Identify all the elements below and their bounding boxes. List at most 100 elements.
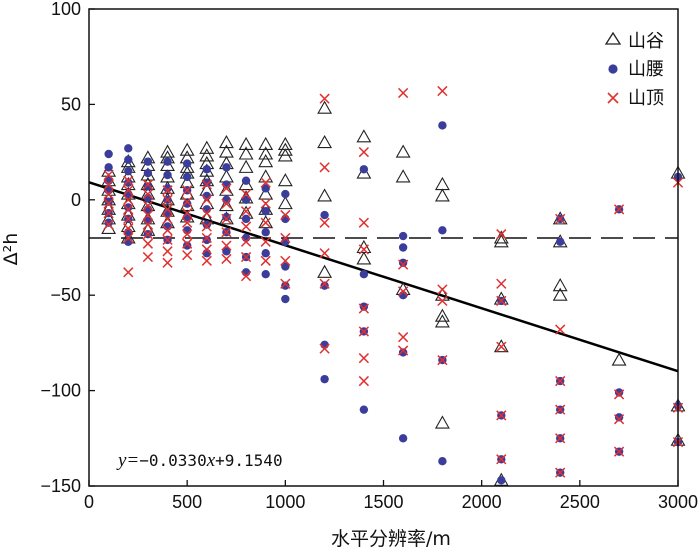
data-point-valley (160, 144, 175, 158)
data-point-peak (103, 188, 114, 200)
x-tick-label: 2000 (462, 492, 502, 512)
data-point-peak (162, 185, 173, 196)
data-point-valley (238, 146, 254, 160)
data-point-peak (555, 404, 566, 415)
x-tick-label: 3000 (658, 492, 698, 512)
data-point-peak (142, 219, 154, 230)
data-point-valley (179, 142, 195, 156)
data-point-peak (103, 208, 114, 219)
data-point-peak (182, 196, 193, 207)
data-point-peak (123, 213, 134, 225)
data-point-peak (162, 246, 173, 257)
data-point-peak (437, 295, 448, 307)
data-point-peak (260, 236, 271, 247)
series-peak (103, 85, 684, 478)
data-point-slope (182, 241, 192, 250)
data-point-slope (143, 182, 153, 191)
data-point-peak (201, 255, 212, 266)
data-point-slope (359, 302, 369, 311)
data-point-slope (182, 199, 192, 208)
data-point-peak (240, 206, 252, 217)
data-point-peak (319, 278, 330, 289)
data-point-valley (258, 169, 274, 183)
data-point-slope (143, 157, 153, 166)
data-point-peak (221, 183, 232, 194)
data-point-peak (437, 284, 448, 295)
legend: 山谷 山腰 山顶 (604, 31, 664, 109)
data-point-slope (182, 159, 192, 168)
series-valley (101, 100, 686, 486)
data-point-peak (182, 185, 193, 196)
equation-tail: +9.1540 (215, 451, 282, 470)
data-point-slope (104, 197, 113, 206)
data-point-slope (438, 456, 447, 466)
legend-entry-valley: 山谷 (604, 31, 664, 52)
data-point-peak (358, 146, 369, 158)
data-point-peak (496, 229, 507, 240)
data-point-peak (240, 236, 252, 247)
y-tick-label: −100 (40, 381, 81, 401)
data-point-peak (123, 232, 134, 244)
data-point-peak (142, 251, 154, 263)
data-point-slope (202, 220, 211, 229)
y-tick-label: 50 (61, 94, 81, 114)
data-point-peak (398, 286, 409, 297)
data-point-slope (359, 165, 369, 174)
data-point-peak (398, 332, 409, 343)
data-point-peak (260, 198, 271, 209)
data-point-slope (398, 348, 408, 357)
data-point-peak (142, 200, 154, 211)
data-point-peak (240, 270, 252, 282)
data-point-peak (123, 194, 134, 205)
data-point-peak (182, 208, 193, 219)
data-point-slope (614, 388, 624, 397)
data-point-peak (437, 85, 448, 97)
data-point-peak (221, 213, 232, 225)
data-point-slope (143, 168, 153, 178)
data-point-peak (240, 251, 252, 263)
data-point-peak (103, 198, 114, 209)
data-point-peak (142, 188, 154, 200)
data-point-slope (124, 203, 133, 212)
x-tick-label: 0 (84, 492, 94, 512)
data-point-peak (103, 219, 114, 230)
data-point-valley (258, 136, 274, 151)
data-point-peak (496, 454, 507, 465)
data-point-slope (398, 243, 408, 252)
legend-entry-peak: 山顶 (607, 88, 664, 109)
data-point-peak (555, 433, 566, 444)
data-point-peak (398, 345, 409, 356)
data-point-peak (182, 217, 193, 228)
data-point-slope (241, 214, 251, 224)
regression-line (88, 181, 679, 373)
x-tick-label: 1500 (363, 492, 403, 512)
data-point-peak (182, 238, 193, 249)
data-point-peak (398, 259, 409, 270)
data-point-peak (240, 221, 252, 232)
data-point-peak (555, 375, 566, 387)
data-point-valley (356, 251, 372, 265)
data-point-valley (317, 100, 333, 114)
data-point-slope (320, 210, 329, 220)
data-point-peak (319, 343, 330, 354)
y-axis-title: Δ²h (0, 233, 22, 266)
data-point-peak (123, 175, 134, 186)
data-point-slope (222, 163, 231, 172)
data-point-valley (277, 142, 293, 156)
data-point-slope (398, 434, 408, 443)
data-point-valley (258, 215, 274, 229)
data-point-valley (238, 136, 254, 151)
data-point-peak (162, 204, 173, 215)
data-point-valley (434, 188, 450, 202)
data-point-slope (281, 294, 290, 304)
data-point-slope (398, 258, 408, 267)
x-axis-title: 水平分辨率/m (331, 528, 451, 550)
data-point-slope (281, 281, 290, 290)
data-point-valley (434, 176, 450, 191)
data-point-peak (123, 223, 134, 234)
data-point-slope (398, 231, 408, 241)
data-point-slope (261, 249, 270, 258)
y-tick-label: 100 (51, 0, 81, 19)
data-point-peak (613, 446, 625, 457)
data-point-peak (142, 209, 154, 221)
